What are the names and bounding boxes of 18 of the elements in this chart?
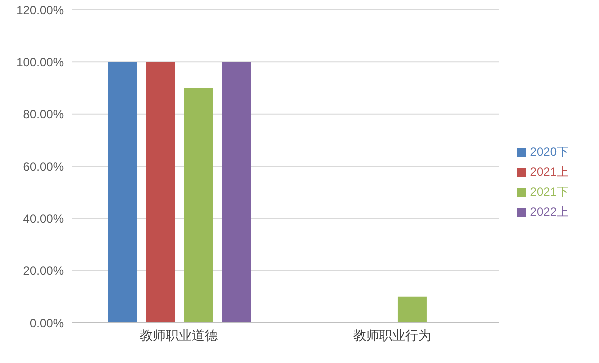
x-tick-label: 教师职业行为 — [353, 328, 432, 344]
x-tick-label: 教师职业道德 — [140, 328, 218, 344]
y-tick-label: 0.00% — [30, 316, 64, 330]
bar — [184, 88, 214, 323]
y-tick-label: 20.00% — [23, 264, 64, 278]
legend-label: 2021下 — [530, 184, 569, 198]
legend-label: 2022上 — [530, 204, 569, 218]
bar — [108, 62, 138, 323]
y-tick-label: 120.00% — [16, 3, 64, 18]
legend-label: 2020下 — [530, 144, 569, 158]
y-tick-label: 100.00% — [16, 55, 64, 70]
bar — [222, 62, 252, 323]
bar — [146, 62, 176, 323]
y-tick-label: 80.00% — [23, 108, 64, 122]
y-tick-label: 60.00% — [23, 160, 64, 174]
y-tick-label: 40.00% — [23, 212, 64, 226]
bar — [398, 296, 427, 323]
legend-label: 2021上 — [530, 164, 569, 178]
